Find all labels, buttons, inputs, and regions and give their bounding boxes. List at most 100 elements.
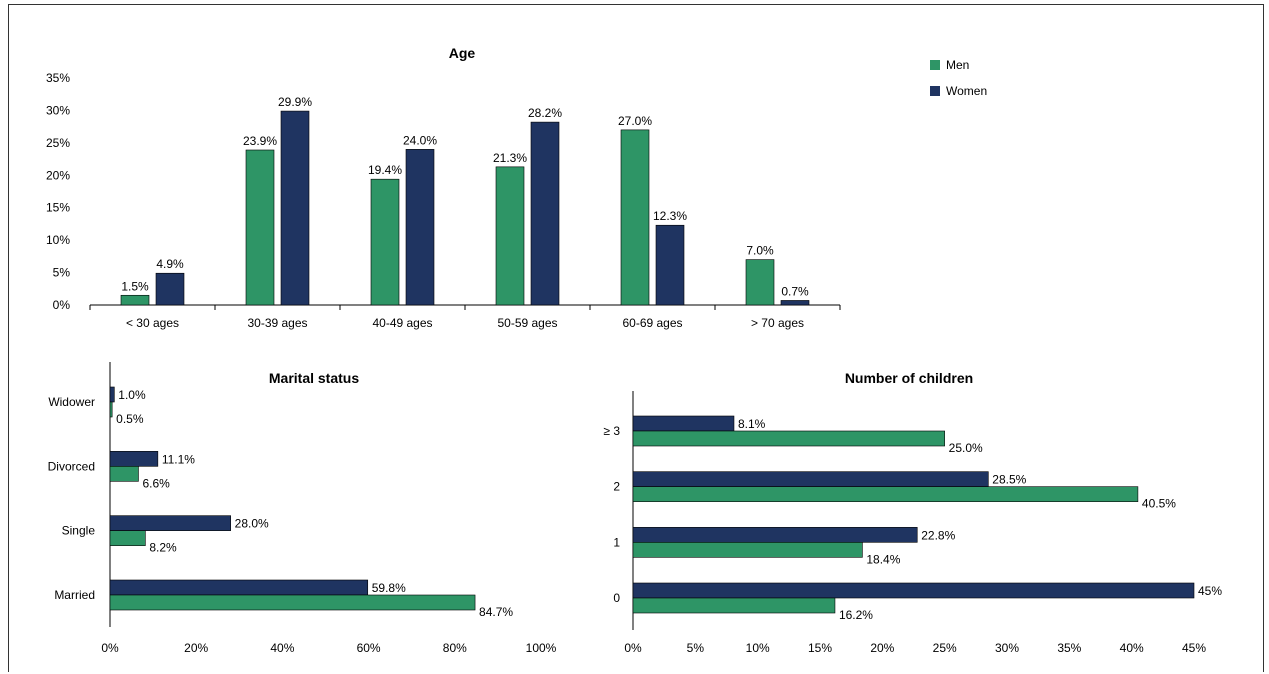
marital-x-tick-label: 20% bbox=[184, 641, 208, 655]
marital-x-tick-label: 60% bbox=[357, 641, 381, 655]
chart-frame bbox=[8, 4, 1264, 672]
legend-swatch-men bbox=[930, 60, 940, 70]
children-category-label: 1 bbox=[613, 535, 620, 549]
children-x-tick-label: 10% bbox=[746, 641, 770, 655]
children-x-tick-label: 35% bbox=[1057, 641, 1081, 655]
age-y-tick-label: 5% bbox=[53, 266, 71, 280]
children-data-label: 22.8% bbox=[921, 528, 955, 542]
children-data-label: 40.5% bbox=[1142, 497, 1176, 511]
marital-data-label: 0.5% bbox=[116, 412, 144, 426]
age-bar-women bbox=[780, 300, 810, 306]
age-data-label: 21.3% bbox=[493, 151, 527, 165]
children-category-label: 0 bbox=[613, 591, 620, 605]
age-data-label: 29.9% bbox=[278, 95, 312, 109]
children-bar-women bbox=[632, 471, 989, 487]
marital-data-label: 8.2% bbox=[149, 541, 177, 555]
children-data-label: 16.2% bbox=[839, 608, 873, 622]
children-category-label: ≥ 3 bbox=[603, 424, 620, 438]
age-bar-women bbox=[155, 272, 185, 306]
marital-x-tick-label: 80% bbox=[443, 641, 467, 655]
age-data-label: 27.0% bbox=[618, 114, 652, 128]
age-y-tick-label: 20% bbox=[46, 168, 70, 182]
age-data-label: 12.3% bbox=[653, 209, 687, 223]
age-x-tick-label: > 70 ages bbox=[751, 316, 804, 330]
children-x-tick-label: 15% bbox=[808, 641, 832, 655]
marital-bar-women bbox=[109, 451, 159, 467]
age-bar-men bbox=[370, 178, 400, 306]
marital-category-label: Widower bbox=[48, 395, 95, 409]
children-x-tick-label: 20% bbox=[870, 641, 894, 655]
children-bar-women bbox=[632, 527, 918, 543]
age-bar-women bbox=[405, 149, 435, 306]
age-y-tick-label: 10% bbox=[46, 233, 70, 247]
marital-bar-men bbox=[109, 401, 113, 418]
children-data-label: 45% bbox=[1198, 584, 1222, 598]
children-bar-men bbox=[632, 597, 836, 614]
children-data-label: 25.0% bbox=[949, 441, 983, 455]
marital-data-label: 84.7% bbox=[479, 605, 513, 619]
age-data-label: 1.5% bbox=[121, 279, 149, 293]
children-bar-women bbox=[632, 582, 1195, 599]
marital-data-label: 1.0% bbox=[118, 388, 146, 402]
children-bar-men bbox=[632, 430, 945, 447]
marital-chart-title: Marital status bbox=[269, 370, 359, 386]
age-bar-women bbox=[530, 121, 560, 306]
age-data-label: 24.0% bbox=[403, 133, 437, 147]
age-data-label: 0.7% bbox=[781, 284, 809, 298]
age-data-label: 23.9% bbox=[243, 134, 277, 148]
marital-data-label: 6.6% bbox=[142, 476, 170, 490]
age-chart-title: Age bbox=[449, 45, 476, 61]
age-bar-men bbox=[745, 259, 775, 306]
age-bar-women bbox=[655, 224, 685, 306]
children-chart: 0% 5% 10% 15% 20% 25% 30% 35% 40% 45% ≥ 3 8.1% 25.0%… bbox=[603, 391, 1222, 655]
age-data-label: 4.9% bbox=[156, 257, 184, 271]
marital-bar-men bbox=[109, 594, 476, 611]
children-bar-men bbox=[632, 486, 1139, 502]
legend-label-women: Women bbox=[946, 84, 987, 98]
age-x-tick-label: 50-59 ages bbox=[497, 316, 557, 330]
age-x-tick-label: 60-69 ages bbox=[622, 316, 682, 330]
marital-category-label: Married bbox=[54, 588, 95, 602]
marital-data-label: 11.1% bbox=[162, 452, 195, 466]
marital-bar-women bbox=[109, 515, 231, 531]
marital-bar-women bbox=[109, 386, 115, 403]
children-chart-title: Number of children bbox=[845, 370, 973, 386]
marital-category-label: Single bbox=[62, 524, 96, 538]
children-x-tick-label: 30% bbox=[995, 641, 1019, 655]
age-x-tick-label: 30-39 ages bbox=[247, 316, 307, 330]
age-data-label: 28.2% bbox=[528, 106, 562, 120]
age-x-tick-label: < 30 ages bbox=[126, 316, 179, 330]
marital-bar-men bbox=[109, 530, 146, 546]
age-y-tick-label: 15% bbox=[46, 201, 70, 215]
age-bar-women bbox=[280, 110, 310, 306]
marital-x-tick-label: 40% bbox=[270, 641, 294, 655]
age-data-label: 19.4% bbox=[368, 163, 402, 177]
age-bar-men bbox=[495, 166, 525, 306]
children-data-label: 8.1% bbox=[738, 417, 766, 431]
children-x-tick-label: 5% bbox=[687, 641, 705, 655]
children-x-tick-label: 45% bbox=[1182, 641, 1206, 655]
marital-bar-women bbox=[109, 579, 369, 596]
legend-swatch-women bbox=[930, 86, 940, 96]
age-chart: 0% 5% 10% 15% 20% 25% 30% 35% < 30 ages 1.5% 4.9% 3… bbox=[46, 71, 841, 330]
marital-x-tick-label: 0% bbox=[101, 641, 119, 655]
marital-data-label: 59.8% bbox=[372, 581, 406, 595]
children-x-tick-label: 0% bbox=[624, 641, 642, 655]
legend-label-men: Men bbox=[946, 58, 969, 72]
marital-chart: 0% 20% 40% 60% 80% 100% Widower 1.0% 0.5% Divorce… bbox=[48, 362, 557, 655]
age-bar-men bbox=[620, 129, 650, 306]
marital-x-tick-label: 100% bbox=[526, 641, 557, 655]
marital-bar-men bbox=[109, 466, 139, 482]
children-bar-men bbox=[632, 542, 863, 558]
age-y-tick-label: 30% bbox=[46, 103, 70, 117]
age-y-tick-label: 35% bbox=[46, 71, 70, 85]
children-category-label: 2 bbox=[613, 480, 620, 494]
marital-data-label: 28.0% bbox=[235, 517, 269, 531]
children-x-tick-label: 25% bbox=[933, 641, 957, 655]
marital-category-label: Divorced bbox=[48, 459, 95, 473]
age-x-tick-label: 40-49 ages bbox=[372, 316, 432, 330]
children-x-tick-label: 40% bbox=[1120, 641, 1144, 655]
age-y-tick-label: 0% bbox=[53, 298, 71, 312]
legend: Men Women bbox=[930, 58, 987, 98]
